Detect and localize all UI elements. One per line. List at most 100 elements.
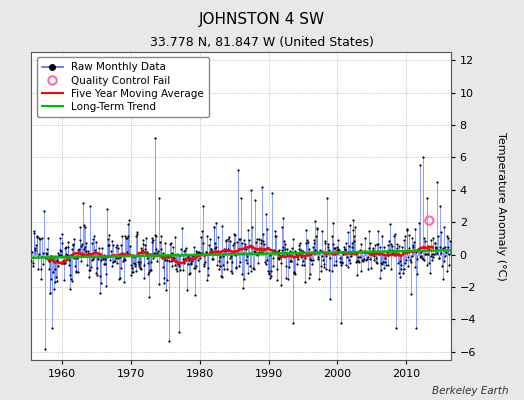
Point [389, 250, 397, 256]
Point [344, 256, 353, 263]
Point [352, 258, 360, 265]
Point [281, 262, 290, 269]
Point [305, 271, 314, 277]
Point [326, 255, 334, 262]
Point [288, 320, 297, 326]
Point [107, 262, 116, 269]
Point [171, 261, 179, 268]
Point [405, 244, 413, 251]
Point [202, 248, 210, 255]
Point [239, 275, 248, 282]
Point [201, 259, 209, 266]
Point [128, 269, 137, 275]
Point [144, 259, 152, 266]
Point [81, 224, 89, 230]
Point [125, 251, 134, 258]
Point [119, 258, 127, 264]
Point [285, 252, 293, 258]
Point [288, 245, 296, 252]
Point [180, 248, 189, 254]
Point [264, 271, 272, 278]
Point [416, 254, 424, 260]
Point [275, 255, 283, 262]
Point [325, 295, 334, 302]
Point [255, 249, 264, 255]
Point [174, 262, 183, 269]
Point [238, 240, 246, 247]
Point [286, 247, 294, 254]
Point [409, 242, 418, 249]
Point [337, 259, 346, 266]
Point [100, 261, 108, 268]
Point [45, 258, 53, 264]
Point [306, 256, 314, 262]
Point [320, 264, 328, 270]
Point [384, 262, 392, 268]
Point [380, 244, 388, 250]
Point [210, 224, 219, 231]
Point [204, 272, 212, 278]
Point [183, 287, 191, 293]
Point [263, 257, 271, 263]
Point [71, 262, 79, 269]
Point [423, 243, 432, 249]
Point [261, 258, 269, 265]
Point [36, 236, 44, 242]
Point [420, 235, 429, 241]
Point [83, 262, 91, 268]
Point [94, 254, 102, 260]
Point [212, 220, 220, 226]
Point [140, 242, 149, 248]
Point [169, 244, 178, 251]
Point [159, 264, 167, 270]
Point [185, 271, 194, 278]
Point [127, 265, 136, 271]
Point [106, 253, 114, 259]
Point [381, 258, 389, 265]
Point [165, 258, 173, 265]
Point [337, 262, 345, 268]
Point [116, 274, 124, 281]
Point [57, 252, 66, 258]
Point [344, 229, 352, 236]
Point [203, 277, 212, 283]
Point [279, 215, 287, 221]
Point [88, 239, 96, 246]
Point [47, 253, 56, 259]
Point [150, 250, 158, 256]
Point [379, 258, 387, 265]
Point [304, 239, 312, 245]
Point [178, 225, 186, 231]
Point [386, 221, 394, 227]
Point [403, 226, 411, 232]
Point [355, 259, 363, 266]
Point [262, 211, 270, 217]
Point [170, 234, 179, 240]
Point [281, 241, 289, 247]
Point [132, 268, 140, 274]
Point [405, 232, 413, 238]
Point [248, 243, 256, 249]
Point [429, 254, 438, 260]
Point [124, 221, 132, 228]
Point [393, 241, 401, 247]
Point [54, 263, 62, 269]
Point [342, 240, 351, 246]
Point [237, 270, 246, 277]
Point [350, 233, 358, 239]
Point [275, 246, 283, 253]
Point [411, 249, 420, 256]
Point [244, 227, 253, 234]
Point [418, 254, 426, 261]
Point [32, 242, 40, 248]
Point [34, 266, 42, 272]
Point [367, 249, 376, 255]
Point [249, 265, 257, 271]
Point [183, 260, 192, 267]
Point [247, 186, 256, 193]
Point [338, 259, 346, 266]
Point [229, 242, 237, 248]
Point [425, 217, 433, 224]
Point [62, 244, 70, 250]
Point [382, 262, 390, 268]
